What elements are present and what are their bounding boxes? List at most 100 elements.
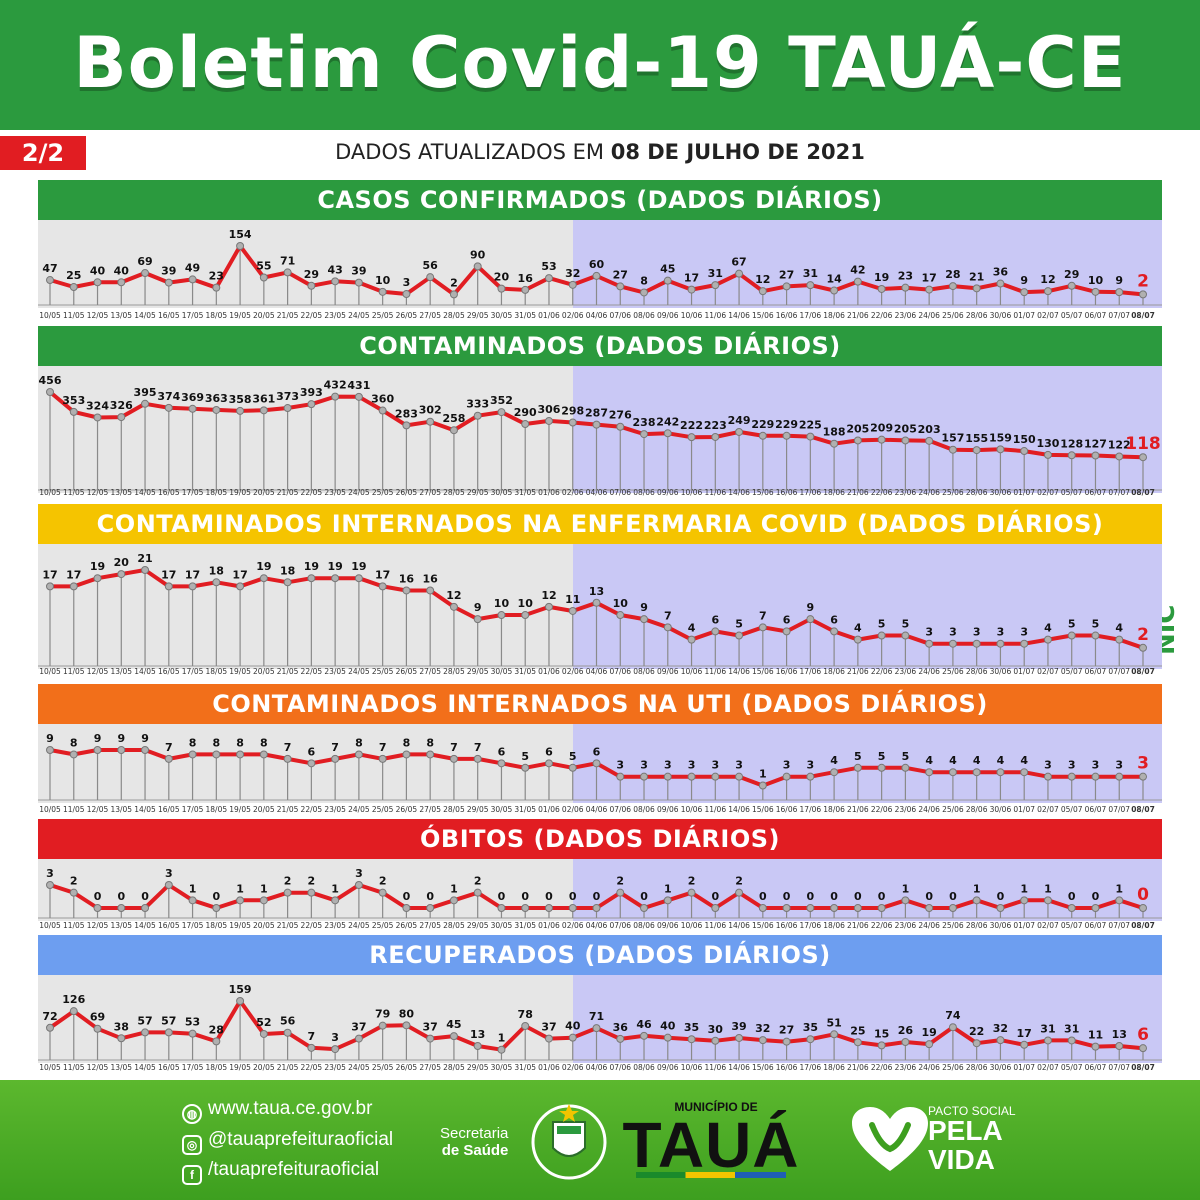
- data-label: 159: [989, 431, 1012, 444]
- data-label: 326: [110, 399, 133, 412]
- data-label: 39: [351, 265, 366, 278]
- data-label: 3: [165, 867, 173, 880]
- data-label: 393: [300, 386, 323, 399]
- data-point: [711, 627, 720, 636]
- tick-label: 30/06: [990, 921, 1012, 930]
- data-label: 3: [331, 1031, 339, 1044]
- data-point: [925, 904, 934, 912]
- data-point: [188, 404, 197, 413]
- tick-label: 25/05: [372, 1063, 394, 1072]
- tick-label: 27/05: [419, 667, 441, 676]
- data-label: 4: [1020, 754, 1028, 767]
- data-label: 19: [90, 560, 105, 573]
- tick-label: 04/06: [586, 311, 608, 320]
- data-point: [331, 392, 340, 401]
- data-label: 7: [474, 741, 482, 754]
- data-label: 7: [308, 1030, 316, 1043]
- tick-label: 01/06: [538, 311, 560, 320]
- data-point: [758, 781, 767, 790]
- tick-label: 15/06: [752, 921, 774, 930]
- data-label: 4: [1115, 622, 1123, 635]
- pacto-social-label: PACTO SOCIAL: [928, 1104, 1016, 1118]
- data-point: [141, 269, 150, 278]
- data-point: [948, 768, 957, 777]
- data-point: [877, 763, 886, 772]
- data-label: 0: [878, 890, 886, 903]
- data-label: 5: [569, 750, 577, 763]
- data-label: 27: [779, 1024, 794, 1037]
- tick-label: 09/06: [657, 488, 679, 497]
- facebook-link[interactable]: /tauaprefeituraoficial: [208, 1159, 380, 1180]
- data-label: 0: [521, 890, 529, 903]
- data-point: [69, 582, 78, 591]
- data-label: 19: [351, 560, 366, 573]
- tick-label: 18/05: [206, 1063, 228, 1072]
- data-label: 0: [593, 890, 601, 903]
- plot-background-recent: [573, 544, 1162, 669]
- data-label: 4: [949, 754, 957, 767]
- data-label: 0: [426, 890, 434, 903]
- data-point: [521, 285, 530, 294]
- data-point: [1020, 639, 1029, 648]
- data-point: [164, 278, 173, 287]
- data-point: [259, 896, 268, 905]
- pela-vida-label: PELA VIDA: [928, 1116, 1003, 1174]
- data-label: 209: [870, 422, 893, 435]
- data-point: [117, 746, 126, 754]
- tick-label: 10/06: [681, 667, 703, 676]
- data-point: [164, 881, 173, 889]
- data-label: 37: [423, 1021, 438, 1034]
- data-point: [901, 631, 910, 640]
- data-point: [236, 406, 245, 415]
- tick-label: 26/05: [396, 667, 418, 676]
- data-point: [711, 281, 720, 290]
- data-point: [402, 750, 411, 759]
- data-point: [640, 288, 649, 297]
- data-point: [402, 290, 411, 299]
- tick-label: 11/05: [63, 667, 85, 676]
- tick-label: 11/06: [704, 311, 726, 320]
- data-label: 283: [395, 407, 418, 420]
- data-label: 35: [803, 1021, 818, 1034]
- data-label: 0: [925, 890, 933, 903]
- heart-icon: [852, 1107, 928, 1171]
- data-point: [972, 1039, 981, 1048]
- data-label: 18: [280, 564, 295, 577]
- data-label: 3: [735, 759, 743, 772]
- data-label: 3: [664, 759, 672, 772]
- data-label: 0: [141, 890, 149, 903]
- instagram-link[interactable]: @tauaprefeituraoficial: [208, 1129, 394, 1150]
- tick-label: 20/05: [253, 667, 275, 676]
- data-point: [853, 436, 862, 445]
- tick-label: 09/06: [657, 805, 679, 814]
- tick-label: 07/06: [609, 488, 631, 497]
- data-point: [164, 403, 173, 412]
- data-point: [877, 1041, 886, 1050]
- saude-line-2: de Saúde: [441, 1142, 509, 1159]
- tick-label: 16/06: [776, 1063, 798, 1072]
- tick-label: 17/05: [182, 1063, 204, 1072]
- data-point: [972, 446, 981, 455]
- tick-label: 23/05: [324, 1063, 346, 1072]
- tick-label: 28/05: [443, 921, 465, 930]
- data-point: [188, 582, 197, 591]
- data-label: 3: [997, 626, 1005, 639]
- tick-label: 29/05: [467, 667, 489, 676]
- data-label: 28: [945, 268, 960, 281]
- data-point: [188, 750, 197, 759]
- tick-label: 08/07: [1131, 921, 1155, 930]
- website-link[interactable]: www.taua.ce.gov.br: [208, 1098, 373, 1119]
- tick-label: 20/05: [253, 311, 275, 320]
- data-label: 10: [494, 597, 510, 610]
- data-point: [331, 277, 340, 286]
- taua-logo: TAUÁ: [622, 1109, 800, 1181]
- data-label: 456: [39, 374, 62, 387]
- tick-label: 13/05: [110, 667, 132, 676]
- data-point: [69, 888, 78, 897]
- data-point: [972, 896, 981, 905]
- data-label: 361: [252, 392, 275, 405]
- data-point: [663, 896, 672, 905]
- data-point: [996, 768, 1005, 777]
- tick-label: 26/05: [396, 311, 418, 320]
- data-point: [117, 413, 126, 422]
